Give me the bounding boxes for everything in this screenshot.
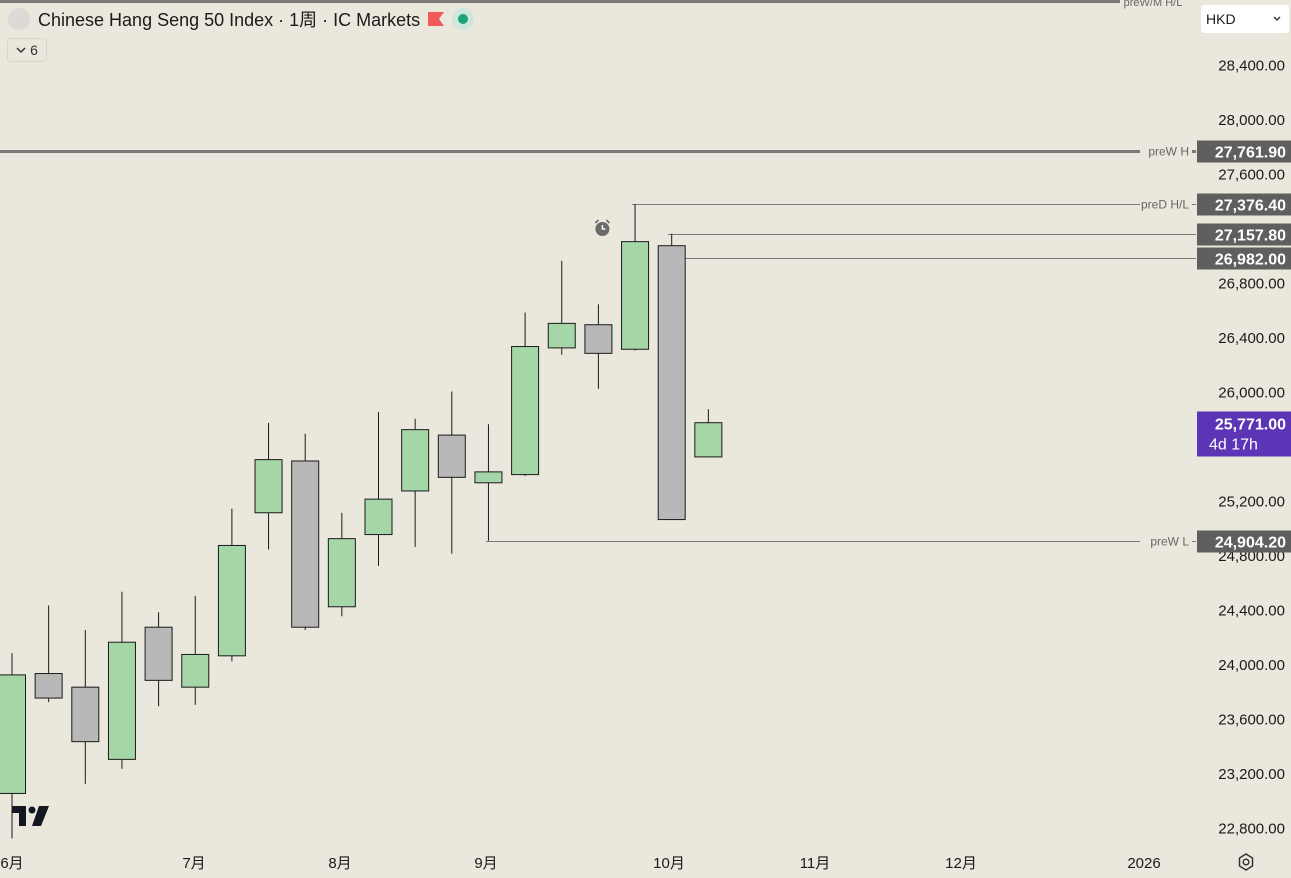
candle-body-up[interactable] bbox=[511, 346, 540, 476]
indicator-count: 6 bbox=[30, 42, 38, 58]
currency-value: HKD bbox=[1206, 11, 1236, 27]
candle-body-up[interactable] bbox=[474, 471, 503, 484]
flag-icon[interactable] bbox=[428, 12, 445, 26]
y-tick-label: 24,400.00 bbox=[1218, 603, 1285, 620]
candle-body-up[interactable] bbox=[0, 674, 26, 794]
level-name: preW L bbox=[1150, 535, 1189, 549]
level-price-label: 27,376.40 bbox=[1215, 198, 1286, 215]
current-price-label: 25,771.00 bbox=[1215, 417, 1286, 434]
candle-body-up[interactable] bbox=[694, 422, 723, 458]
y-tick-label: 23,600.00 bbox=[1218, 712, 1285, 729]
candle-body-down[interactable] bbox=[291, 460, 320, 628]
y-tick-label: 26,400.00 bbox=[1218, 330, 1285, 347]
candle-body-up[interactable] bbox=[327, 538, 356, 608]
current-price-tag[interactable] bbox=[1197, 411, 1291, 457]
market-status-icon[interactable] bbox=[452, 8, 475, 30]
tradingview-logo-icon[interactable] bbox=[12, 806, 50, 826]
candle-body-up[interactable] bbox=[401, 429, 430, 492]
level-price-label: 26,982.00 bbox=[1215, 252, 1286, 269]
chevron-down-icon bbox=[16, 46, 26, 53]
y-tick-label: 28,000.00 bbox=[1218, 112, 1285, 129]
x-tick-label: 9月 bbox=[474, 855, 497, 872]
level-name: preW H bbox=[1148, 145, 1189, 159]
y-tick-label: 26,000.00 bbox=[1218, 385, 1285, 402]
level-price-tag[interactable] bbox=[1197, 223, 1291, 246]
x-tick-label: 12月 bbox=[945, 855, 977, 872]
level-price-tag[interactable] bbox=[1197, 193, 1291, 216]
level-price-tag[interactable] bbox=[1197, 140, 1291, 163]
settings-gear-icon[interactable] bbox=[1236, 852, 1256, 872]
chart-title[interactable]: Chinese Hang Seng 50 Index · 1周 · IC Mar… bbox=[38, 10, 421, 30]
x-tick-label: 10月 bbox=[653, 855, 685, 872]
candle-body-up[interactable] bbox=[364, 498, 393, 536]
y-tick-label: 28,400.00 bbox=[1218, 58, 1285, 75]
candle-body-up[interactable] bbox=[181, 653, 210, 688]
level-price-tag[interactable] bbox=[1197, 530, 1291, 553]
top-level-line bbox=[0, 0, 1120, 3]
candle-body-up[interactable] bbox=[547, 322, 576, 349]
candle-body-down[interactable] bbox=[144, 626, 173, 681]
indicators-toggle-button[interactable]: 6 bbox=[7, 38, 47, 62]
chart-header: Chinese Hang Seng 50 Index · 1周 · IC Mar… bbox=[8, 6, 475, 32]
symbol-logo bbox=[8, 8, 30, 30]
candle-body-up[interactable] bbox=[621, 241, 650, 350]
level-price-label: 27,761.90 bbox=[1215, 145, 1286, 162]
y-tick-label: 26,800.00 bbox=[1218, 276, 1285, 293]
chevron-down-icon bbox=[1273, 16, 1281, 21]
alarm-clock-bells bbox=[594, 219, 610, 224]
y-tick-label: 24,000.00 bbox=[1218, 657, 1285, 674]
candle-body-down[interactable] bbox=[584, 324, 613, 354]
candle-body-down[interactable] bbox=[657, 245, 686, 521]
currency-select[interactable]: HKD bbox=[1201, 5, 1289, 33]
candle-body-up[interactable] bbox=[254, 459, 283, 514]
level-name: preD H/L bbox=[1141, 198, 1189, 212]
x-tick-label: 6月 bbox=[0, 855, 23, 872]
candle-body-down[interactable] bbox=[71, 686, 100, 743]
level-price-label: 27,157.80 bbox=[1215, 228, 1286, 245]
level-price-label: 24,904.20 bbox=[1215, 535, 1286, 552]
level-price-tag[interactable] bbox=[1197, 247, 1291, 270]
x-tick-label: 7月 bbox=[182, 855, 205, 872]
candle-body-down[interactable] bbox=[437, 434, 466, 478]
level-name-prewm: preW/M H/L bbox=[1124, 0, 1183, 9]
candle-body-down[interactable] bbox=[34, 673, 63, 699]
candle-body-up[interactable] bbox=[217, 544, 246, 657]
y-tick-label: 23,200.00 bbox=[1218, 766, 1285, 783]
x-tick-label: 11月 bbox=[800, 855, 831, 872]
alarm-clock-hands bbox=[601, 225, 606, 230]
x-tick-label: 2026 bbox=[1127, 855, 1160, 872]
y-tick-label: 27,600.00 bbox=[1218, 167, 1285, 184]
x-tick-label: 8月 bbox=[328, 855, 351, 872]
bar-countdown-label: 4d 17h bbox=[1209, 437, 1258, 454]
y-tick-label: 22,800.00 bbox=[1218, 821, 1285, 838]
candle-body-up[interactable] bbox=[107, 641, 136, 760]
y-tick-label: 25,200.00 bbox=[1218, 494, 1285, 511]
